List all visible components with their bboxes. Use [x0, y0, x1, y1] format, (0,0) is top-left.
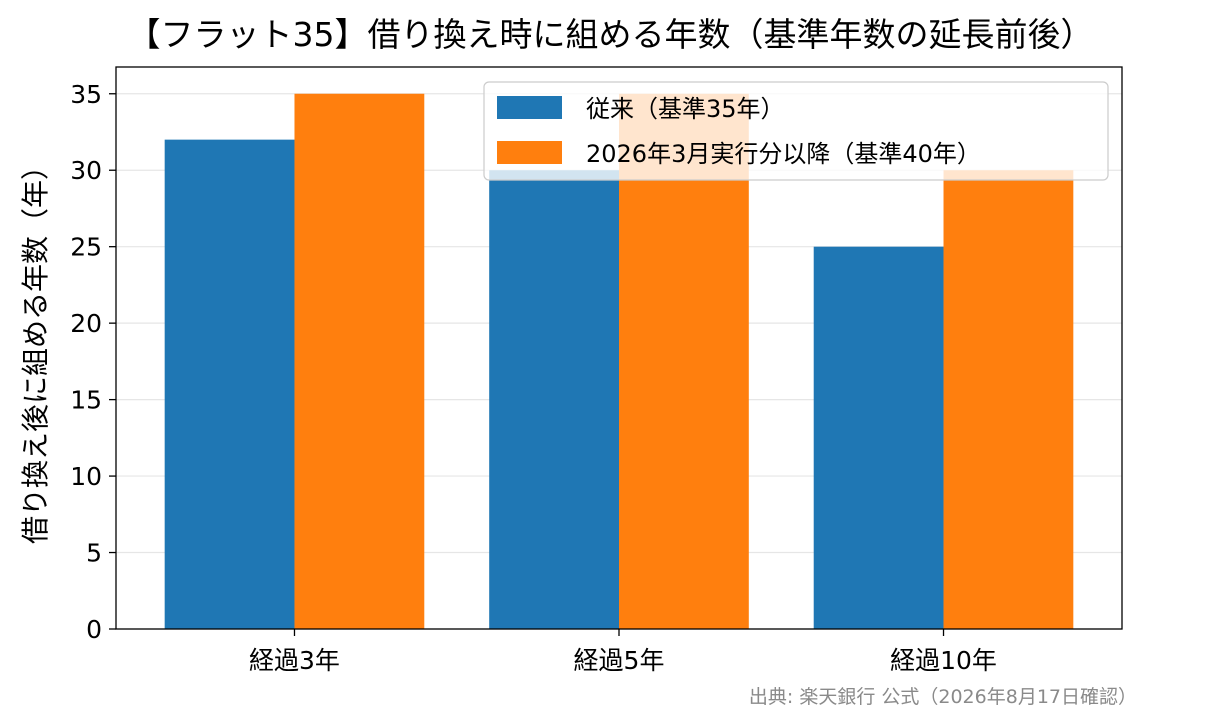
- bar-series-1-1: [164, 139, 295, 629]
- y-tick-label: 20: [70, 309, 102, 338]
- bar-series-2-2: [619, 93, 749, 629]
- bars: [164, 93, 1074, 629]
- legend-swatch-series-1: [497, 96, 562, 119]
- chart-title: 【フラット35】借り換え時に組める年数（基準年数の延長前後）: [127, 15, 1094, 54]
- source-note: 出典: 楽天銀行 公式（2026年8月17日確認）: [748, 686, 1137, 708]
- y-tick-label: 15: [70, 386, 102, 415]
- y-axis-ticks: 0 5 10 15 20 25 30 35: [70, 80, 116, 644]
- bar-series-2-3: [943, 170, 1074, 629]
- legend: 従来（基準35年） 2026年3月実行分以降（基準40年）: [483, 81, 1109, 181]
- y-tick-label: 10: [70, 462, 102, 491]
- legend-label-series-1: 従来（基準35年）: [586, 95, 785, 123]
- y-tick-label: 25: [70, 233, 102, 262]
- y-tick-label: 30: [70, 156, 102, 185]
- bar-series-1-3: [813, 246, 944, 629]
- x-axis-ticks: 経過3年 経過5年 経過10年: [249, 629, 997, 675]
- legend-swatch-series-2: [497, 141, 562, 164]
- y-tick-label: 5: [86, 539, 102, 568]
- x-tick-label: 経過5年: [574, 646, 665, 675]
- bar-series-2-1: [294, 93, 425, 629]
- y-tick-label: 35: [70, 80, 102, 109]
- y-axis-label: 借り換え後に組める年数（年）: [19, 152, 52, 544]
- legend-box: [483, 81, 1109, 181]
- x-tick-label: 経過3年: [249, 646, 340, 675]
- bar-series-1-2: [489, 170, 619, 629]
- y-tick-label: 0: [86, 615, 102, 644]
- x-tick-label: 経過10年: [890, 646, 997, 675]
- legend-label-series-2: 2026年3月実行分以降（基準40年）: [586, 140, 981, 168]
